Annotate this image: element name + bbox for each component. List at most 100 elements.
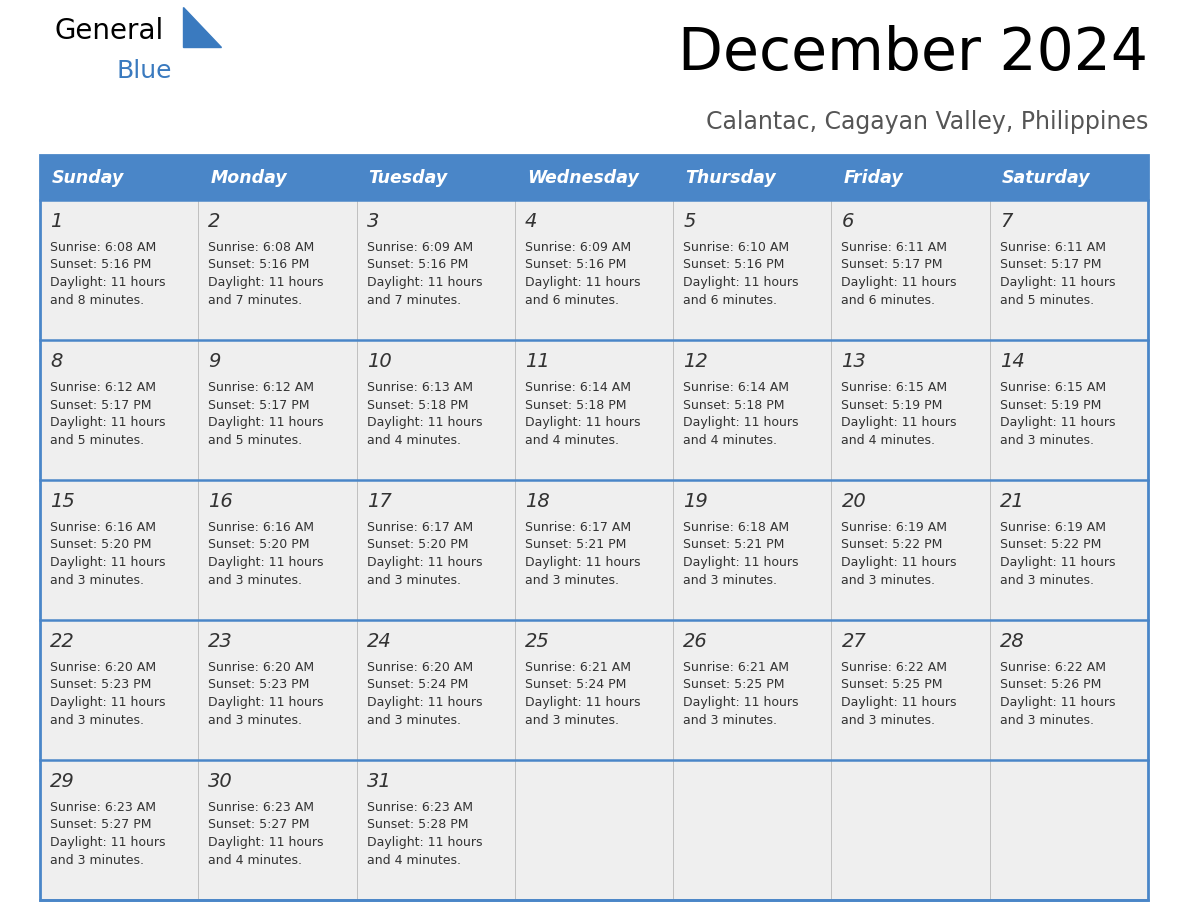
Text: Sunrise: 6:08 AM: Sunrise: 6:08 AM (50, 241, 157, 254)
Text: Friday: Friday (843, 169, 903, 186)
Text: 8: 8 (50, 352, 63, 371)
Text: Daylight: 11 hours: Daylight: 11 hours (50, 556, 165, 569)
Bar (356, 200, 514, 340)
Text: 7: 7 (1000, 212, 1012, 231)
Bar (514, 200, 674, 340)
Text: 13: 13 (841, 352, 866, 371)
Bar (832, 200, 990, 340)
Text: Sunrise: 6:16 AM: Sunrise: 6:16 AM (50, 521, 156, 534)
Text: Daylight: 11 hours: Daylight: 11 hours (841, 696, 956, 709)
Text: 24: 24 (367, 632, 391, 651)
Text: Sunset: 5:19 PM: Sunset: 5:19 PM (1000, 398, 1101, 411)
Text: Wednesday: Wednesday (526, 169, 639, 186)
Text: and 4 minutes.: and 4 minutes. (683, 433, 777, 446)
Bar (356, 620, 514, 760)
Text: Sunset: 5:16 PM: Sunset: 5:16 PM (525, 259, 626, 272)
Text: Daylight: 11 hours: Daylight: 11 hours (841, 276, 956, 289)
Bar (990, 620, 1148, 760)
Text: Daylight: 11 hours: Daylight: 11 hours (367, 696, 482, 709)
Text: Sunset: 5:22 PM: Sunset: 5:22 PM (1000, 539, 1101, 552)
Text: Sunrise: 6:11 AM: Sunrise: 6:11 AM (841, 241, 947, 254)
Bar (40, 480, 198, 620)
Text: and 3 minutes.: and 3 minutes. (50, 854, 144, 867)
Bar (198, 620, 356, 760)
Text: Sunset: 5:20 PM: Sunset: 5:20 PM (50, 539, 152, 552)
Text: Sunset: 5:24 PM: Sunset: 5:24 PM (367, 678, 468, 691)
Text: and 3 minutes.: and 3 minutes. (1000, 433, 1094, 446)
Text: Tuesday: Tuesday (368, 169, 448, 186)
Text: Sunrise: 6:22 AM: Sunrise: 6:22 AM (841, 661, 947, 674)
Text: 22: 22 (50, 632, 75, 651)
Text: Sunrise: 6:12 AM: Sunrise: 6:12 AM (208, 381, 315, 394)
Bar (40, 340, 198, 480)
Bar (514, 155, 674, 200)
Text: 11: 11 (525, 352, 550, 371)
Text: Sunset: 5:16 PM: Sunset: 5:16 PM (208, 259, 310, 272)
Text: and 4 minutes.: and 4 minutes. (841, 433, 935, 446)
Text: Sunset: 5:25 PM: Sunset: 5:25 PM (841, 678, 943, 691)
Text: 2: 2 (208, 212, 221, 231)
Text: Daylight: 11 hours: Daylight: 11 hours (367, 836, 482, 849)
Text: Sunset: 5:26 PM: Sunset: 5:26 PM (1000, 678, 1101, 691)
Text: Sunset: 5:21 PM: Sunset: 5:21 PM (683, 539, 784, 552)
Bar (40, 200, 198, 340)
Text: and 3 minutes.: and 3 minutes. (50, 574, 144, 587)
Text: General: General (55, 17, 164, 45)
Text: Daylight: 11 hours: Daylight: 11 hours (208, 416, 324, 429)
Text: Daylight: 11 hours: Daylight: 11 hours (367, 556, 482, 569)
Bar (40, 760, 198, 900)
Text: Sunrise: 6:21 AM: Sunrise: 6:21 AM (683, 661, 789, 674)
Text: Sunrise: 6:10 AM: Sunrise: 6:10 AM (683, 241, 789, 254)
Bar (514, 620, 674, 760)
Bar (990, 760, 1148, 900)
Bar (832, 480, 990, 620)
Polygon shape (183, 7, 221, 47)
Text: Sunset: 5:25 PM: Sunset: 5:25 PM (683, 678, 784, 691)
Text: Daylight: 11 hours: Daylight: 11 hours (208, 556, 324, 569)
Text: Sunrise: 6:23 AM: Sunrise: 6:23 AM (367, 801, 473, 814)
Bar (40, 620, 198, 760)
Text: Sunset: 5:17 PM: Sunset: 5:17 PM (50, 398, 152, 411)
Bar (514, 340, 674, 480)
Text: Sunrise: 6:17 AM: Sunrise: 6:17 AM (525, 521, 631, 534)
Text: 9: 9 (208, 352, 221, 371)
Text: Sunrise: 6:23 AM: Sunrise: 6:23 AM (208, 801, 315, 814)
Bar (40, 155, 1148, 900)
Text: 20: 20 (841, 492, 866, 511)
Text: 23: 23 (208, 632, 233, 651)
Text: 4: 4 (525, 212, 537, 231)
Text: 16: 16 (208, 492, 233, 511)
Text: and 3 minutes.: and 3 minutes. (841, 574, 935, 587)
Bar (674, 760, 832, 900)
Text: and 6 minutes.: and 6 minutes. (683, 294, 777, 307)
Text: Sunrise: 6:09 AM: Sunrise: 6:09 AM (525, 241, 631, 254)
Text: Sunset: 5:27 PM: Sunset: 5:27 PM (208, 819, 310, 832)
Bar (990, 200, 1148, 340)
Bar (356, 480, 514, 620)
Text: 18: 18 (525, 492, 550, 511)
Text: 25: 25 (525, 632, 550, 651)
Text: Sunrise: 6:12 AM: Sunrise: 6:12 AM (50, 381, 156, 394)
Text: and 8 minutes.: and 8 minutes. (50, 294, 144, 307)
Text: Saturday: Saturday (1001, 169, 1091, 186)
Text: Sunset: 5:18 PM: Sunset: 5:18 PM (525, 398, 626, 411)
Text: Daylight: 11 hours: Daylight: 11 hours (525, 696, 640, 709)
Text: Daylight: 11 hours: Daylight: 11 hours (1000, 556, 1116, 569)
Text: Daylight: 11 hours: Daylight: 11 hours (841, 556, 956, 569)
Text: and 3 minutes.: and 3 minutes. (1000, 574, 1094, 587)
Bar (674, 480, 832, 620)
Text: Sunset: 5:21 PM: Sunset: 5:21 PM (525, 539, 626, 552)
Text: Daylight: 11 hours: Daylight: 11 hours (525, 416, 640, 429)
Text: Sunset: 5:20 PM: Sunset: 5:20 PM (208, 539, 310, 552)
Text: and 4 minutes.: and 4 minutes. (525, 433, 619, 446)
Text: Sunrise: 6:20 AM: Sunrise: 6:20 AM (208, 661, 315, 674)
Text: Sunrise: 6:21 AM: Sunrise: 6:21 AM (525, 661, 631, 674)
Text: Sunset: 5:17 PM: Sunset: 5:17 PM (1000, 259, 1101, 272)
Bar (990, 340, 1148, 480)
Text: and 3 minutes.: and 3 minutes. (683, 713, 777, 726)
Text: 26: 26 (683, 632, 708, 651)
Text: and 3 minutes.: and 3 minutes. (367, 713, 461, 726)
Text: and 7 minutes.: and 7 minutes. (367, 294, 461, 307)
Text: Blue: Blue (116, 59, 172, 83)
Text: Daylight: 11 hours: Daylight: 11 hours (525, 556, 640, 569)
